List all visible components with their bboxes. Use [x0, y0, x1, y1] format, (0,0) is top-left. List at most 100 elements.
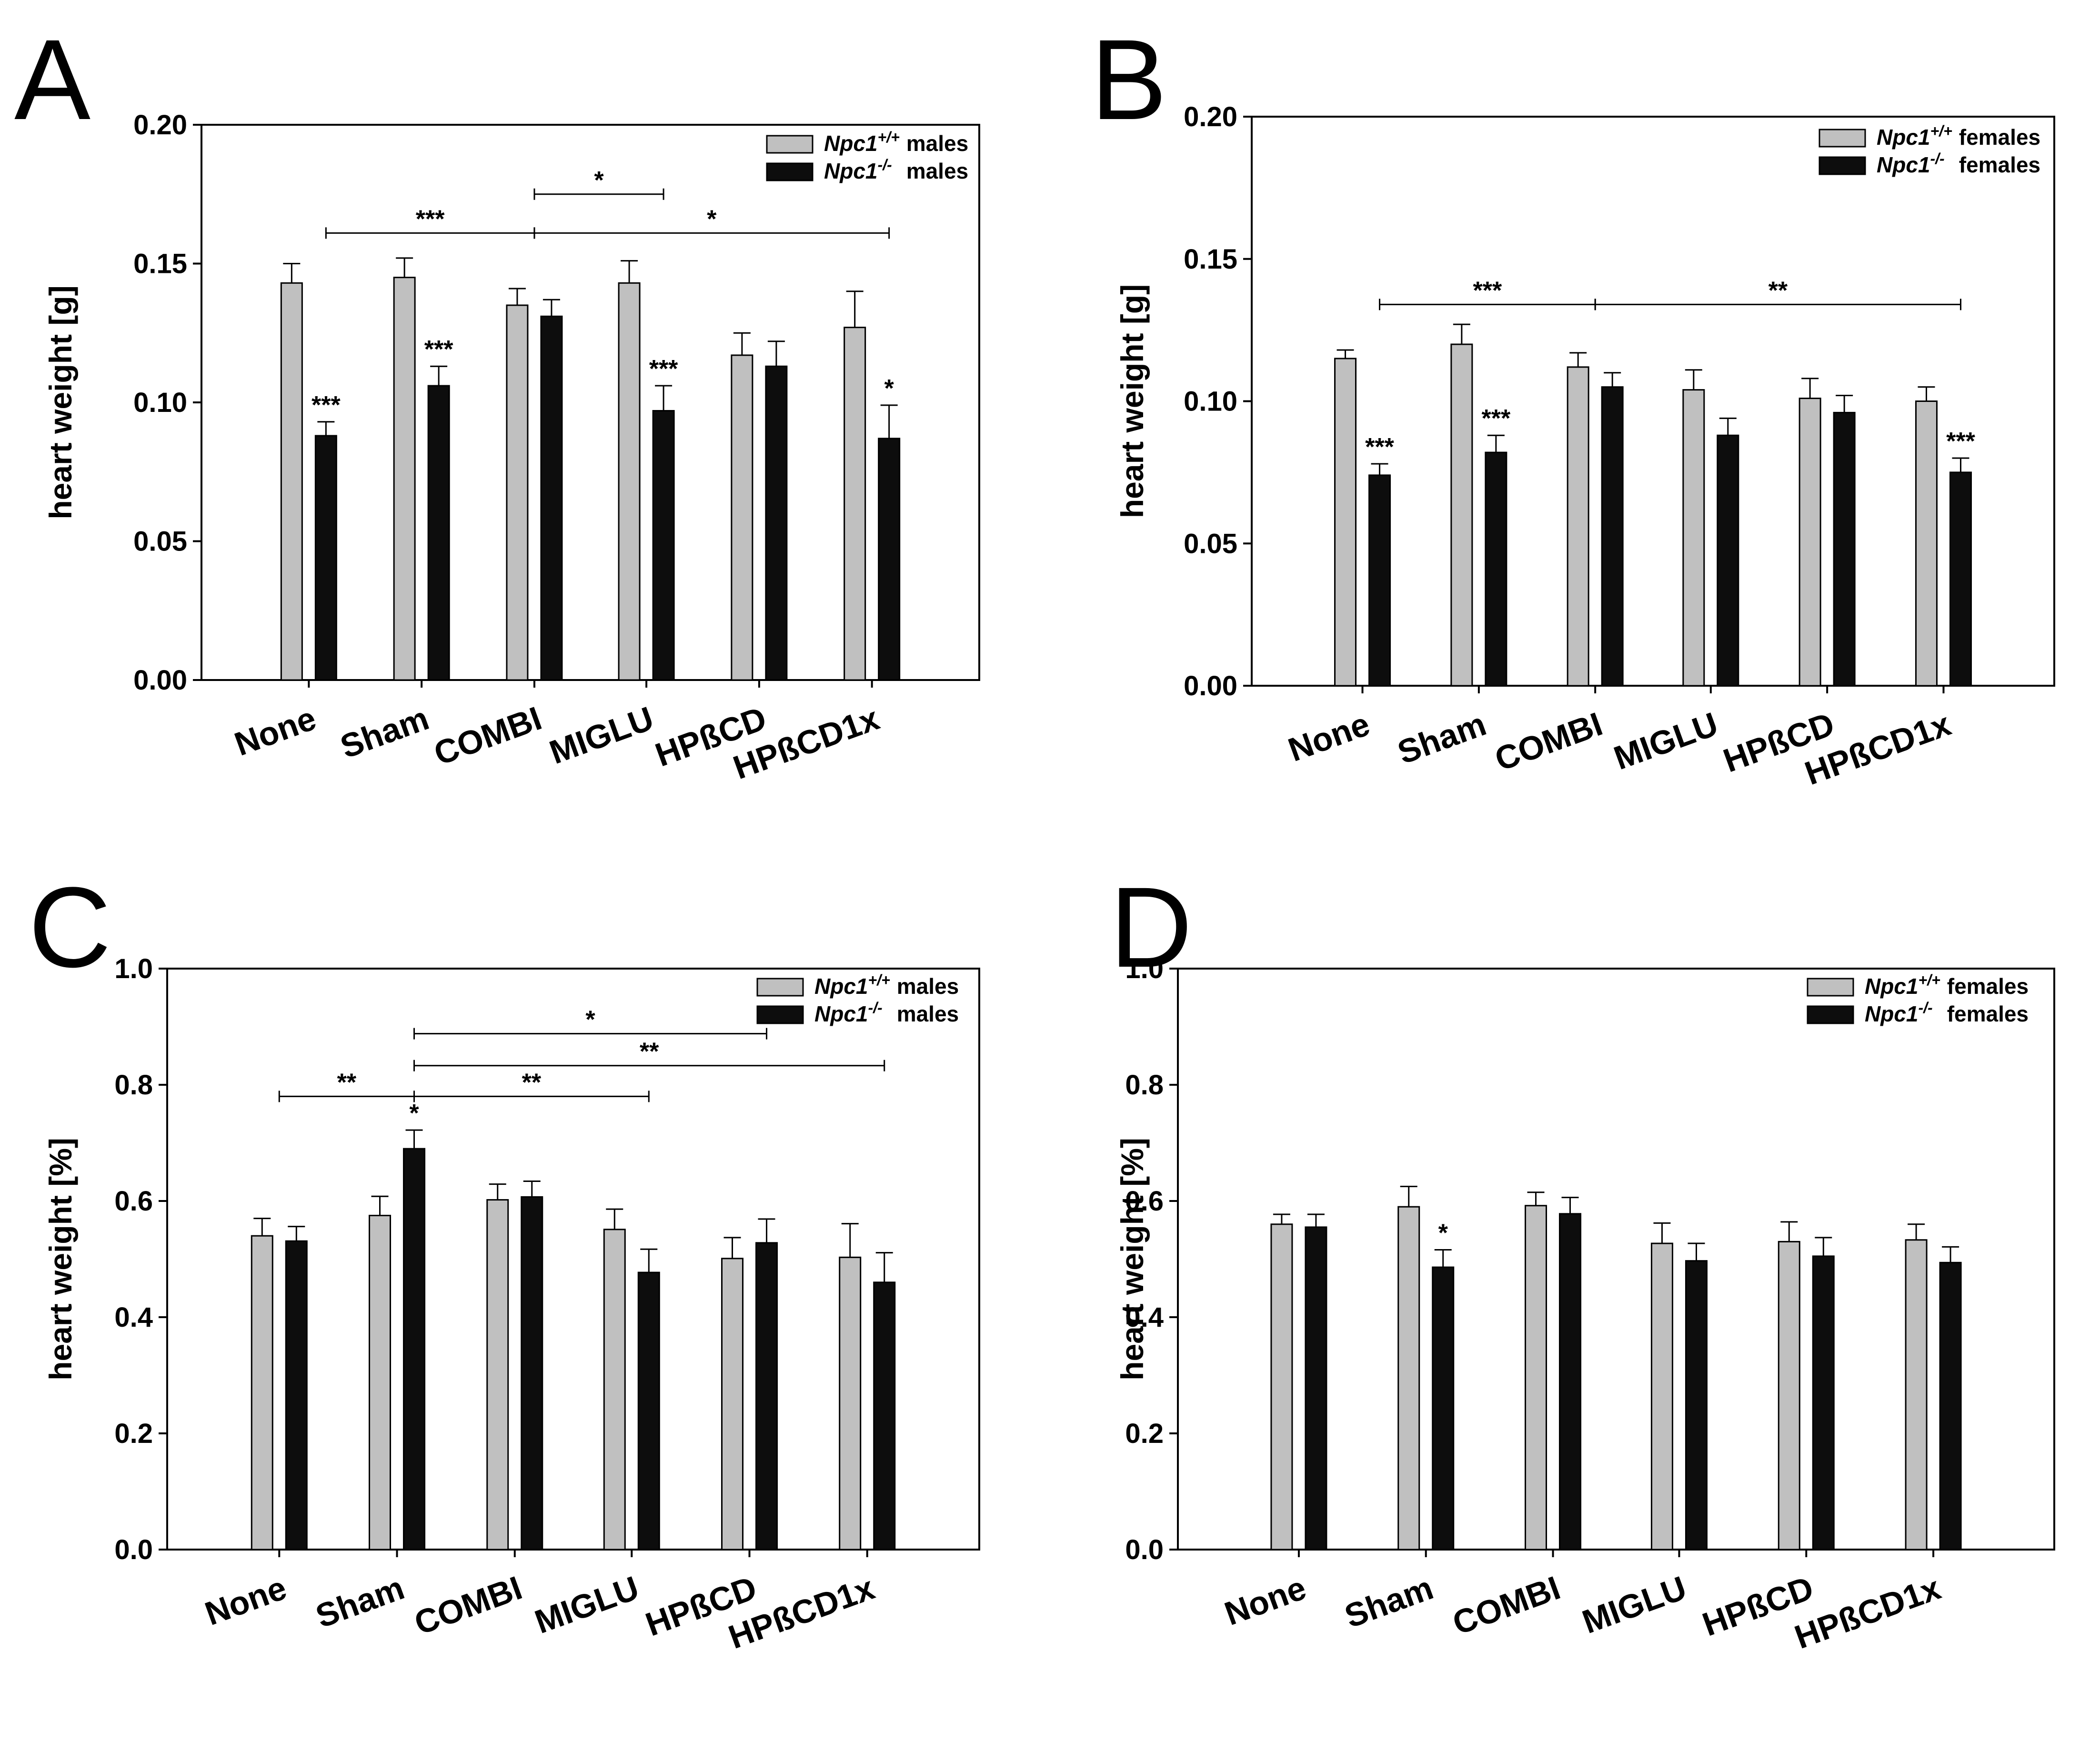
legend-series-name: males — [906, 131, 968, 156]
bar — [1682, 389, 1705, 687]
legend-series-name: females — [1959, 125, 2040, 150]
significance-marker: *** — [1365, 433, 1394, 461]
panel-b: B 0.00 0.05 0.10 0.15 0.20 heart weight [g] Non… — [1091, 16, 2055, 792]
legend-series-name: males — [897, 1001, 959, 1026]
bar — [540, 315, 563, 681]
bar — [251, 1235, 273, 1551]
legend-gene: Npc1 — [1865, 974, 1918, 999]
legend-genotype: -/- — [1930, 150, 1944, 167]
x-category-label: MIGLU — [545, 700, 659, 771]
bracket-label: ** — [1768, 277, 1788, 304]
bar — [1368, 474, 1391, 687]
legend-swatch — [766, 162, 814, 181]
bar — [427, 385, 450, 681]
panel-letter: C — [29, 863, 111, 991]
bar — [1601, 386, 1624, 687]
significance-marker: *** — [424, 336, 453, 363]
bar — [1650, 1242, 1673, 1551]
y-tick-label: 1.0 — [1125, 953, 1164, 984]
y-tick-label: 0.4 — [114, 1302, 153, 1333]
bracket-label: ** — [640, 1038, 659, 1066]
legend-gene: Npc1 — [1877, 152, 1930, 177]
bar — [1334, 358, 1357, 687]
y-tick-label: 0.10 — [133, 387, 187, 418]
y-axis-label: heart weight [g] — [1115, 284, 1150, 518]
bar — [1559, 1213, 1582, 1551]
bar — [755, 1242, 778, 1551]
legend-series-name: males — [897, 974, 959, 999]
significance-marker: *** — [311, 391, 341, 419]
bar — [1450, 343, 1473, 687]
y-axis-label: heart weight [%] — [43, 1138, 78, 1381]
bar — [878, 438, 901, 681]
y-tick-label: 0.6 — [1125, 1186, 1164, 1217]
panel-c: C 0.0 0.2 0.4 0.6 0.8 1.0 heart weight [%] None S… — [29, 863, 980, 1656]
x-category-label: None — [200, 1569, 291, 1632]
bar — [1685, 1260, 1708, 1551]
legend-series-name: males — [906, 159, 968, 183]
bar — [1525, 1205, 1547, 1551]
x-category-label: None — [1284, 705, 1375, 769]
y-axis-label: heart weight [%] — [1115, 1138, 1150, 1381]
plot-frame — [166, 968, 980, 1551]
legend-series-name: females — [1947, 1001, 2029, 1026]
bar — [1812, 1255, 1835, 1551]
bracket-label: ** — [522, 1069, 542, 1096]
y-tick-label: 0.8 — [114, 1070, 153, 1101]
y-tick-label: 0.8 — [1125, 1070, 1164, 1101]
significance-marker: * — [1438, 1219, 1448, 1247]
plot-frame — [1177, 968, 2055, 1551]
y-tick-label: 0.00 — [1184, 670, 1237, 701]
bar — [403, 1148, 426, 1551]
bar — [1717, 434, 1739, 687]
bar — [1485, 451, 1507, 687]
y-tick-label: 0.05 — [133, 526, 187, 557]
legend-entry: Npc1-/- females — [1877, 150, 2040, 177]
significance-marker: *** — [1946, 428, 1975, 455]
legend-genotype: +/+ — [877, 129, 899, 146]
x-category-label: Sham — [311, 1569, 409, 1635]
legend-swatch — [1819, 129, 1866, 148]
bar — [731, 354, 754, 681]
significance-marker: * — [884, 375, 894, 402]
panel-letter: A — [14, 16, 90, 143]
bar — [521, 1196, 543, 1551]
legend-entry: Npc1+/+ males — [824, 129, 968, 156]
legend-entry: Npc1-/- females — [1865, 999, 2029, 1026]
y-tick-label: 0.20 — [1184, 101, 1237, 132]
y-tick-label: 0.10 — [1184, 386, 1237, 417]
bar — [486, 1199, 509, 1551]
legend-swatch — [1807, 1005, 1854, 1024]
significance-marker: *** — [1481, 405, 1510, 432]
legend-swatch — [756, 1005, 804, 1024]
x-category-label: None — [1220, 1569, 1311, 1632]
x-category-label: COMBI — [1448, 1569, 1565, 1642]
bar — [721, 1258, 744, 1551]
bar — [314, 435, 337, 681]
legend-entry: Npc1-/- males — [814, 999, 959, 1026]
x-category-label: Sham — [335, 700, 433, 765]
legend-gene: Npc1 — [824, 159, 877, 183]
legend-genotype: +/+ — [1918, 971, 1940, 989]
significance-marker: *** — [649, 355, 678, 383]
legend-entry: Npc1-/- males — [824, 156, 968, 183]
legend-genotype: +/+ — [1930, 122, 1952, 140]
bar — [652, 410, 675, 681]
x-category-label: Sham — [1340, 1569, 1438, 1635]
legend-swatch — [756, 978, 804, 997]
bar — [844, 327, 866, 681]
y-tick-label: 0.2 — [1125, 1418, 1164, 1449]
legend-genotype: -/- — [868, 999, 882, 1016]
x-category-label: MIGLU — [530, 1569, 644, 1641]
x-category-label: None — [230, 700, 321, 763]
x-category-label: COMBI — [1490, 705, 1607, 778]
y-tick-label: 0.15 — [133, 249, 187, 280]
legend-genotype: -/- — [1918, 999, 1932, 1016]
bracket-label: *** — [1473, 277, 1502, 304]
legend-gene: Npc1 — [814, 974, 868, 999]
legend-genotype: +/+ — [868, 971, 890, 989]
bar — [1270, 1223, 1293, 1551]
bar — [1799, 398, 1821, 687]
x-category-label: HPßCD1x — [1790, 1569, 1945, 1656]
bar — [1305, 1226, 1327, 1551]
